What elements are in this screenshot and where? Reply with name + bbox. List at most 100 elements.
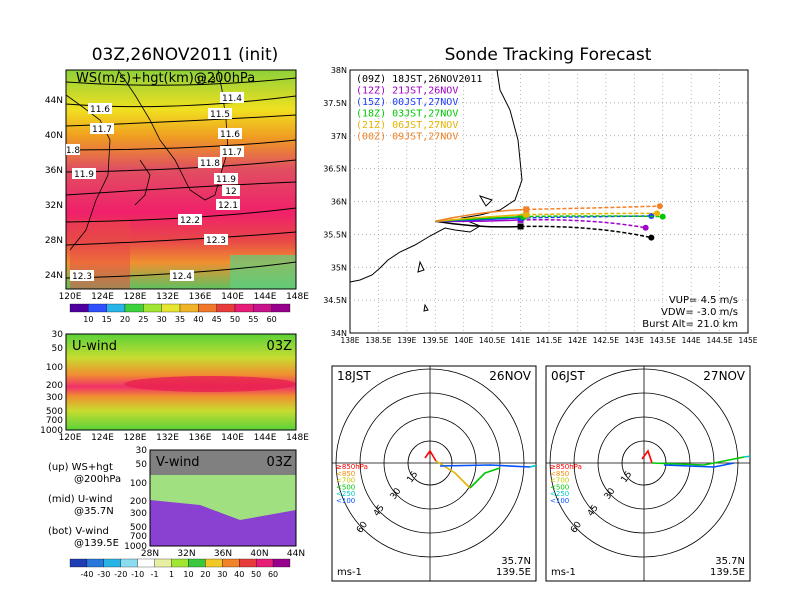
v-colorbar-label: 30 [217, 570, 227, 579]
hodograph-wind-trace [469, 467, 501, 489]
v-colorbar-swatch [120, 558, 138, 568]
param-burst: Burst Alt= 21.0 km [642, 319, 738, 330]
track-lat-tick: 36.5N [323, 165, 347, 174]
track-descent-line [520, 225, 652, 239]
hodograph-date: 26NOV [489, 369, 531, 383]
ws-colorbar-swatch [161, 303, 181, 313]
v-p-tick: 30 [136, 446, 148, 456]
map-lon-tick: 140E [221, 292, 244, 302]
param-vdw: VDW= -3.0 m/s [661, 307, 738, 318]
u-p-tick: 300 [46, 393, 63, 403]
burst-marker [523, 206, 530, 213]
map-lat-tick: 44N [45, 96, 63, 106]
track-legend-entry: (00Z) 09JST,27NOV [356, 132, 458, 143]
hodograph-legend-entry: ≥850hPa [336, 463, 368, 471]
note-bot-b: @139.5E [74, 538, 119, 549]
hodograph-legend-entry: <700 [336, 477, 355, 485]
u-lon-tick: 148E [286, 433, 309, 443]
u-lon-tick: 124E [91, 433, 114, 443]
u-p-tick: 30 [52, 330, 64, 340]
map-lon-tick: 124E [91, 292, 114, 302]
ws-colorbar-label: 10 [83, 315, 93, 324]
hodograph-frame [331, 365, 537, 582]
ws-map-panel: WS(m/s)+hgt(km)@200hPa 11.6 11.4 11.5 11… [45, 69, 309, 302]
hodograph-wind-trace [663, 462, 735, 468]
track-lat-tick: 34N [331, 329, 347, 338]
landing-marker [648, 234, 655, 241]
u-p-tick: 1000 [40, 426, 63, 436]
u-p-tick: 200 [46, 381, 63, 391]
track-lon-tick: 138E [340, 336, 359, 345]
track-lat-tick: 38N [331, 66, 347, 75]
hodograph-lon: 139.5E [496, 567, 531, 578]
hodograph-lat: 35.7N [715, 556, 745, 567]
v-colorbar-swatch [256, 558, 274, 568]
hodograph-frame [545, 365, 751, 582]
v-colorbar-swatch [272, 558, 291, 568]
v-lat-tick: 28N [141, 549, 159, 559]
hodograph-lat: 35.7N [501, 556, 531, 567]
landing-marker [642, 224, 649, 231]
ws-colorbar-swatch [124, 303, 144, 313]
right-title: Sonde Tracking Forecast [445, 45, 652, 65]
hodograph-time: 18JST [337, 369, 371, 383]
hodograph-wind-trace [439, 464, 531, 468]
left-title: 03Z,26NOV2011 (init) [92, 45, 279, 65]
v-wind-time: 03Z [267, 455, 293, 470]
contour-label: 12.3 [72, 272, 92, 282]
v-p-tick: 500 [130, 523, 147, 533]
ws-colorbar-swatch [69, 303, 89, 313]
contour-label: 12.1 [218, 201, 238, 211]
contour-label: 12.4 [172, 272, 192, 282]
track-lat-tick: 34.5N [323, 296, 347, 305]
ws-colorbar-label: 55 [248, 315, 258, 324]
map-lon-tick: 128E [124, 292, 147, 302]
track-lon-tick: 141E [511, 336, 530, 345]
ws-colorbar-label: 30 [157, 315, 167, 324]
ws-colorbar-swatch [179, 303, 199, 313]
track-lon-tick: 143E [625, 336, 644, 345]
contour-label: 11.4 [222, 94, 242, 104]
track-lat-tick: 37.5N [323, 99, 347, 108]
track-lat-tick: 35N [331, 263, 347, 272]
ws-colorbar-swatch [253, 303, 272, 313]
hodograph-legend-entry: <100 [550, 497, 569, 505]
note-mid-b: @35.7N [74, 506, 114, 517]
contour-label: 1.8 [66, 146, 81, 156]
side-notes: (up) WS+hgt @200hPa (mid) U-wind @35.7N … [48, 462, 121, 549]
ws-colorbar-swatch [271, 303, 291, 313]
ws-colorbar-label: 45 [212, 315, 222, 324]
ws-colorbar-swatch [106, 303, 126, 313]
track-lon-tick: 142.5E [593, 336, 619, 345]
track-lat-tick: 35.5N [323, 230, 347, 239]
contour-label: 12.2 [180, 216, 200, 226]
track-lon-tick: 142E [568, 336, 587, 345]
ws-colorbar: 10 15 20 25 30 35 40 45 50 55 60 [69, 303, 291, 324]
v-colorbar-swatch [137, 558, 155, 568]
contour-label: 11.5 [210, 110, 230, 120]
map-lat-tick: 36N [45, 166, 63, 176]
v-lat-tick: 40N [250, 549, 268, 559]
u-wind-label: U-wind [72, 339, 117, 354]
v-colorbar-label: -30 [97, 570, 110, 579]
ws-colorbar-label: 40 [193, 315, 203, 324]
track-descent-line [520, 219, 646, 229]
v-colorbar-label: 20 [200, 570, 210, 579]
hodograph-legend-entry: <250 [550, 490, 569, 498]
v-colorbar-label: -10 [131, 570, 144, 579]
v-p-tick: 300 [130, 509, 147, 519]
v-p-tick: 1000 [124, 542, 147, 552]
param-vup: VUP= 4.5 m/s [669, 295, 738, 306]
hodograph-lon: 139.5E [710, 567, 745, 578]
hodograph-legend-entry: <100 [336, 497, 355, 505]
map-lat-tick: 32N [45, 201, 63, 211]
v-lat-tick: 36N [214, 549, 232, 559]
track-descent-line [523, 215, 663, 218]
v-colorbar-label: 40 [234, 570, 244, 579]
v-colorbar-swatch [86, 558, 104, 568]
note-mid-a: (mid) U-wind [48, 494, 112, 505]
